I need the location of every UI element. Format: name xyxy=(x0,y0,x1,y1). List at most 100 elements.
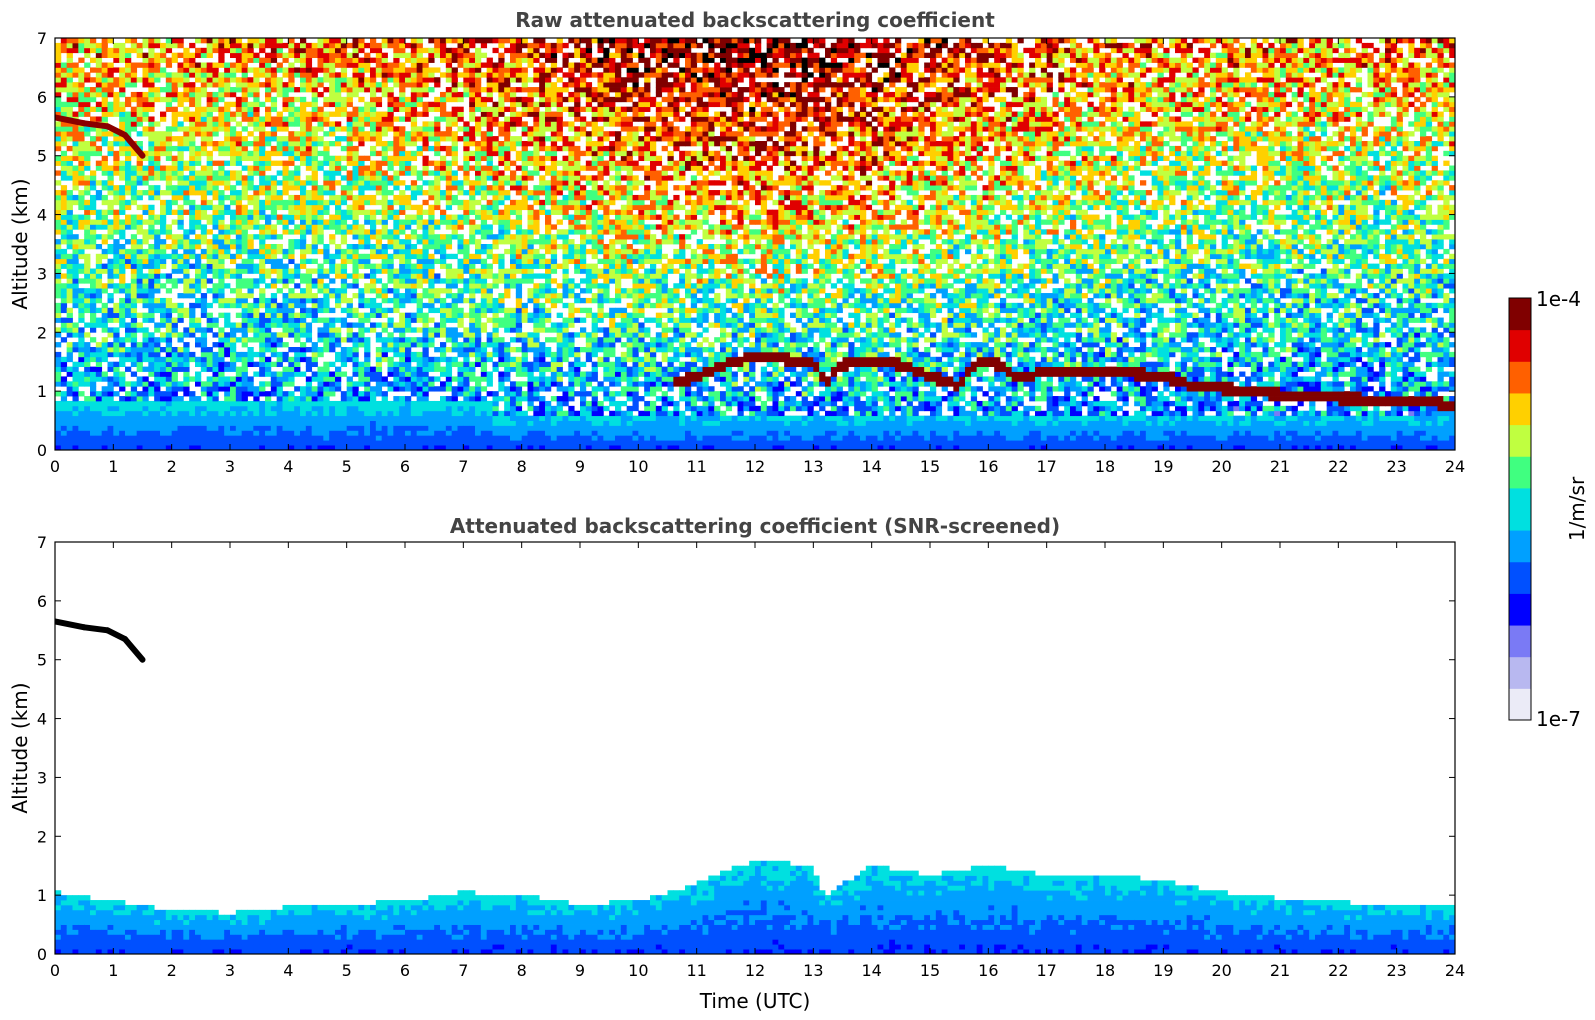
heatmap-cell xyxy=(469,185,476,191)
heatmap-cell xyxy=(434,234,441,240)
heatmap-cell xyxy=(230,199,237,206)
heatmap-cell xyxy=(148,391,155,397)
heatmap-cell xyxy=(241,101,248,108)
heatmap-cell xyxy=(136,42,143,49)
heatmap-cell xyxy=(422,273,429,279)
heatmap-cell xyxy=(276,440,283,446)
heatmap-cell xyxy=(352,347,359,353)
heatmap-cell xyxy=(130,199,138,206)
heatmap-cell xyxy=(311,268,318,274)
heatmap-cell xyxy=(370,273,377,279)
heatmap-cell xyxy=(370,165,377,171)
heatmap-cell xyxy=(387,141,394,147)
heatmap-cell xyxy=(358,337,365,343)
heatmap-cell xyxy=(475,440,482,446)
heatmap-cell xyxy=(247,307,254,314)
heatmap-cell xyxy=(125,47,132,54)
heatmap-cell xyxy=(148,87,155,93)
heatmap-cell xyxy=(206,351,213,358)
heatmap-cell xyxy=(416,268,423,274)
heatmap-cell xyxy=(270,283,278,289)
heatmap-cell xyxy=(311,415,318,421)
heatmap-cell xyxy=(428,361,435,368)
heatmap-cell xyxy=(480,307,488,314)
heatmap-cell xyxy=(224,268,231,274)
heatmap-cell xyxy=(440,248,447,255)
heatmap-cell xyxy=(463,268,470,274)
heatmap-cell xyxy=(107,224,114,230)
heatmap-cell xyxy=(410,371,418,377)
heatmap-cell xyxy=(434,52,441,59)
heatmap-cell xyxy=(387,234,394,240)
heatmap-cell xyxy=(253,160,260,166)
heatmap-cell xyxy=(451,347,458,353)
heatmap-cell xyxy=(451,283,458,289)
heatmap-cell xyxy=(200,121,208,127)
heatmap-cell xyxy=(364,165,371,171)
heatmap-cell xyxy=(224,425,231,431)
heatmap-cell xyxy=(130,190,138,196)
heatmap-cell xyxy=(84,42,91,49)
heatmap-cell xyxy=(148,194,155,201)
heatmap-cell xyxy=(317,126,324,132)
heatmap-cell xyxy=(60,366,68,372)
heatmap-cell xyxy=(381,38,388,44)
heatmap-cell xyxy=(230,209,237,215)
heatmap-cell xyxy=(463,356,470,363)
heatmap-cell xyxy=(125,381,132,387)
heatmap-cell xyxy=(300,386,307,392)
heatmap-cell xyxy=(364,219,371,225)
heatmap-cell xyxy=(160,145,167,152)
heatmap-cell xyxy=(381,209,388,215)
heatmap-cell xyxy=(294,410,301,417)
heatmap-cell xyxy=(195,268,202,274)
heatmap-cell xyxy=(311,440,318,446)
heatmap-cell xyxy=(370,322,377,328)
heatmap-cell xyxy=(434,435,441,441)
heatmap-cell xyxy=(463,332,470,338)
heatmap-cell xyxy=(130,347,138,353)
heatmap-cell xyxy=(335,263,342,269)
heatmap-cell xyxy=(335,82,342,88)
heatmap-cell xyxy=(469,400,476,407)
heatmap-cell xyxy=(119,160,126,166)
heatmap-cell xyxy=(428,435,435,441)
heatmap-cell xyxy=(101,160,108,166)
heatmap-cell xyxy=(457,82,464,88)
heatmap-cell xyxy=(241,391,248,397)
heatmap-cell xyxy=(78,253,85,260)
heatmap-cell xyxy=(247,302,254,309)
heatmap-cell xyxy=(469,141,476,147)
heatmap-cell xyxy=(370,214,377,220)
heatmap-cell xyxy=(253,165,260,171)
heatmap-cell xyxy=(259,42,266,49)
heatmap-cell xyxy=(212,244,219,250)
heatmap-cell xyxy=(410,440,418,446)
heatmap-cell xyxy=(200,170,208,176)
heatmap-cell xyxy=(317,214,324,220)
heatmap-cell xyxy=(253,283,260,289)
heatmap-cell xyxy=(107,415,114,421)
heatmap-cell xyxy=(305,145,313,152)
heatmap-cell xyxy=(300,405,307,412)
heatmap-cell xyxy=(265,136,272,142)
heatmap-cell xyxy=(288,376,295,382)
heatmap-cell xyxy=(55,283,62,289)
heatmap-cell xyxy=(375,175,383,181)
heatmap-cell xyxy=(224,445,231,450)
heatmap-cell xyxy=(463,204,470,211)
heatmap-cell xyxy=(101,445,108,450)
heatmap-cell xyxy=(55,361,62,368)
heatmap-cell xyxy=(160,47,167,54)
heatmap-cell xyxy=(410,244,418,250)
heatmap-cell xyxy=(130,425,138,431)
heatmap-cell xyxy=(416,356,423,363)
heatmap-cell xyxy=(323,297,330,304)
heatmap-cell xyxy=(440,307,447,314)
heatmap-cell xyxy=(358,106,365,112)
heatmap-cell xyxy=(235,160,243,166)
heatmap-cell xyxy=(148,283,155,289)
heatmap-cell xyxy=(375,410,383,417)
heatmap-cell xyxy=(346,400,353,407)
heatmap-cell xyxy=(212,351,219,358)
